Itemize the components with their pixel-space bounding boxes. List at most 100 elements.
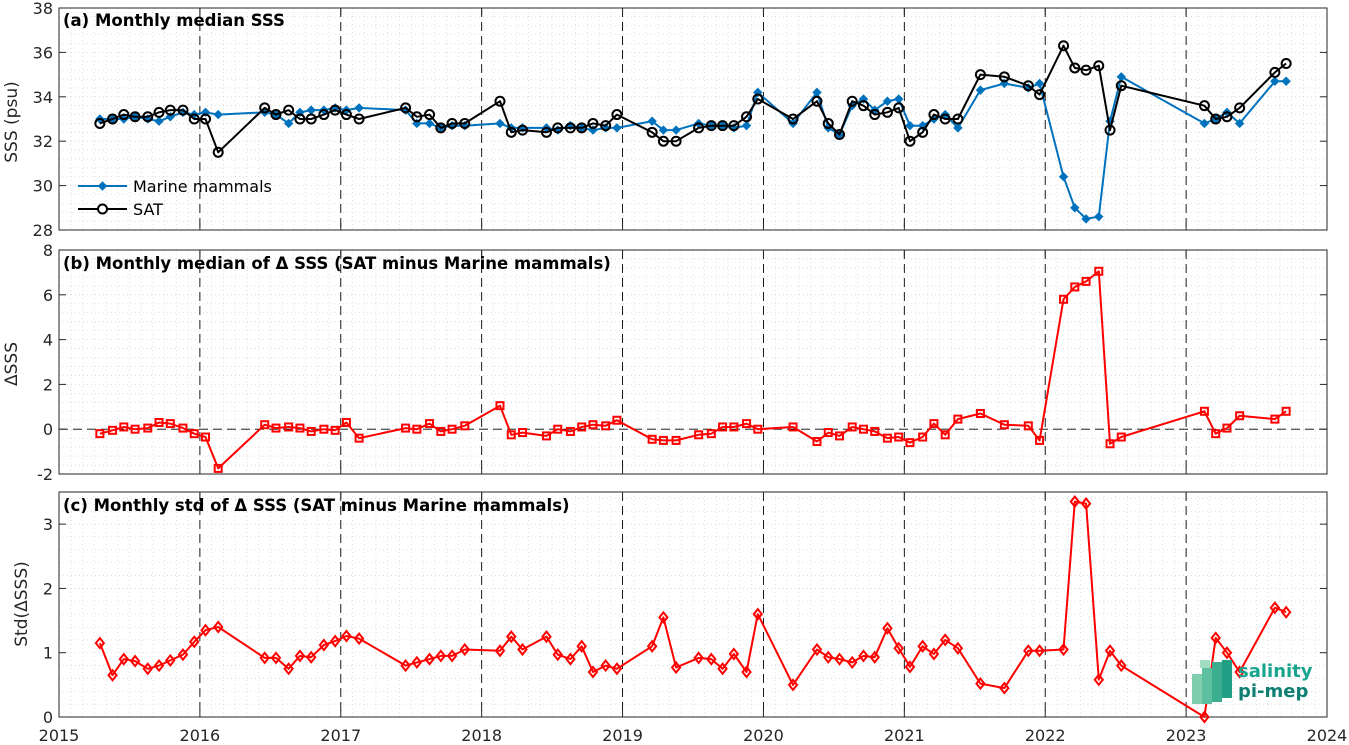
data-point [1104,124,1116,136]
data-point [670,660,682,675]
data-point [588,420,598,430]
panel-a-ytick-label: 32 [33,132,53,151]
data-point [1070,203,1080,213]
data-point [705,120,717,132]
data-point [354,103,364,113]
data-point [1058,172,1069,182]
data-point [1199,406,1209,416]
data-point [354,433,364,443]
data-point [1270,76,1280,86]
panel-a-series-1 [94,40,1292,158]
logo-line2: pi-mep [1238,681,1308,702]
data-point [1280,58,1292,69]
panel-a-title: (a) Monthly median SSS [63,11,285,30]
data-point [341,417,351,427]
data-point [657,135,669,147]
data-point [882,433,892,443]
data-point [717,120,729,132]
data-point [1116,432,1126,442]
data-point [1116,72,1127,82]
data-point [611,662,623,676]
data-point [658,610,669,624]
data-point [1269,601,1281,615]
panel-b: -2 0 2 4 6 8 [37,241,1328,484]
data-point [446,649,458,663]
data-point [940,430,950,440]
data-point [495,401,505,411]
data-point [1269,66,1281,78]
salinity-pi-mep-logo: salinity pi-mep [1192,660,1313,704]
data-point [846,655,858,669]
data-point [576,122,588,134]
data-point [1234,102,1246,114]
data-point [646,639,658,653]
data-point [835,431,845,441]
data-point [741,120,752,131]
data-point [153,658,165,673]
data-point [435,649,447,663]
data-point [107,113,119,125]
data-point [188,113,200,125]
data-point [847,422,857,432]
data-point [552,648,564,662]
data-point [565,426,575,436]
data-point [435,122,447,134]
panel-b-ylabel: ΔSSS [2,342,22,386]
panel-a-ytick-label: 36 [33,43,53,62]
data-point [505,630,517,644]
data-point [600,658,611,673]
data-point [952,641,964,655]
data-point [459,117,471,129]
data-point [1211,429,1221,439]
data-point [188,635,200,649]
data-point [1104,644,1116,658]
data-point [340,109,352,121]
data-point [999,420,1009,430]
data-point [1115,80,1127,92]
panel-c-title: (c) Monthly std of Δ SSS (SAT minus Mari… [63,496,570,515]
data-point [1080,64,1092,76]
data-point [1093,673,1105,687]
data-point [212,620,224,634]
data-point [729,422,739,432]
panel-c-ytick-label: 1 [43,644,53,663]
data-point [939,633,951,647]
data-point [424,118,435,129]
data-point [811,642,823,657]
data-point [353,631,365,646]
data-point [518,428,528,438]
data-point [905,120,915,131]
data-point [577,422,587,432]
data-point [894,432,904,442]
data-point [517,124,529,136]
panel-a-ytick-label: 34 [33,88,53,107]
data-point [283,662,294,676]
data-point [788,422,798,432]
data-point [553,424,563,434]
data-point [95,429,105,439]
data-point [1035,435,1045,445]
data-point [154,116,164,126]
data-point [752,93,764,105]
data-point [718,422,728,432]
data-point [200,113,212,125]
data-point [400,102,412,114]
data-point [728,120,740,132]
data-point [446,117,458,129]
data-point [130,424,140,434]
data-point [882,96,893,106]
data-point [459,642,471,657]
data-point [540,126,552,138]
data-point [1023,421,1033,431]
panel-b-ytick-label: 6 [43,286,53,305]
data-point [283,104,295,116]
data-point [928,647,940,661]
panel-b-title: (b) Monthly median of Δ SSS (SAT minus M… [63,254,611,273]
data-point [178,423,188,433]
data-point [495,118,505,129]
data-point [212,146,224,158]
data-point [1023,644,1034,658]
data-point [165,419,175,429]
data-point [1034,78,1045,89]
data-point [177,648,189,662]
